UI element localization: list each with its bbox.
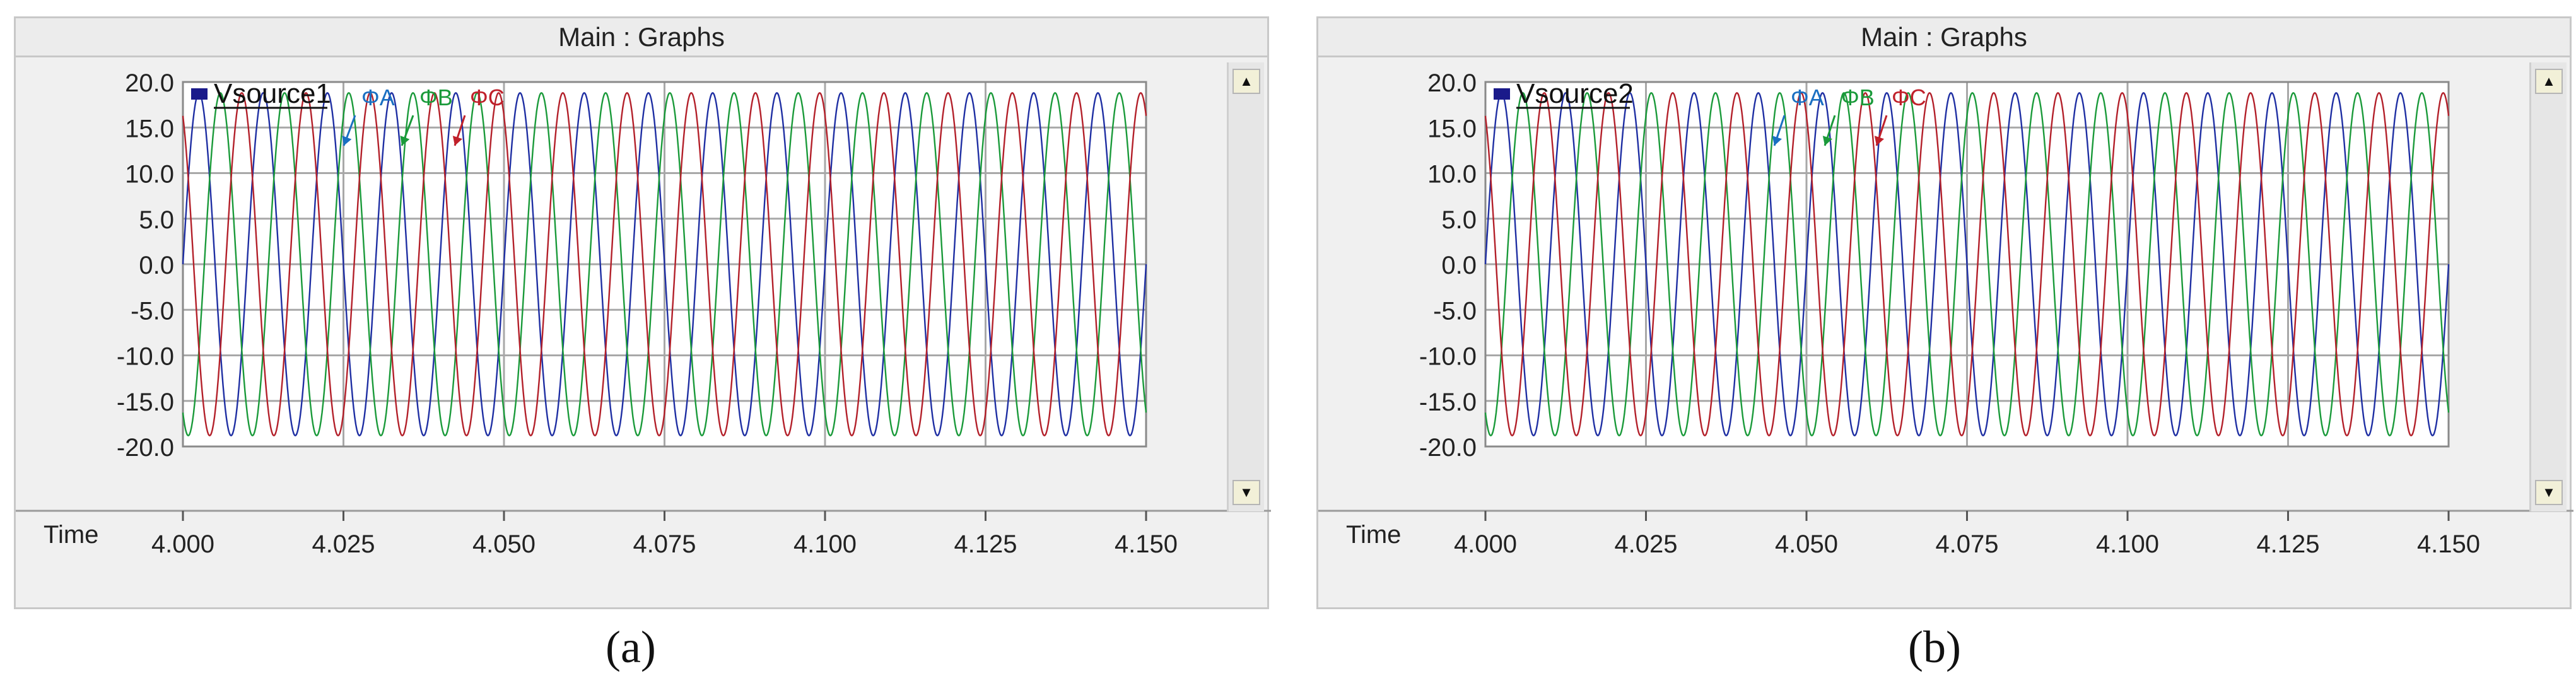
y-tick-label: -5.0 <box>1433 297 1477 325</box>
x-tick-label: 4.075 <box>1935 530 1998 558</box>
y-tick-label: 20.0 <box>1427 69 1477 97</box>
plot-area-b: 20.0 15.0 10.0 5.0 0.0 -5.0 -10.0 -15.0 -20.0 4.… <box>1318 69 2573 558</box>
phase-arrowhead <box>400 136 410 146</box>
x-tick-label: 4.050 <box>1775 530 1838 558</box>
series-line-ΦC <box>1484 91 2450 437</box>
y-tick-label: -20.0 <box>117 434 174 462</box>
subfigure-caption-a: (a) <box>606 622 656 672</box>
y-tick-label: 15.0 <box>1427 115 1477 143</box>
series-line-ΦA <box>182 91 1147 437</box>
graph-window-b: Main : Graphs 20.0 15.0 10.0 5.0 0.0 -5.0 -10.… <box>1316 16 2573 609</box>
x-axis-title: Time <box>1346 521 1401 549</box>
phase-arrowhead <box>342 136 352 146</box>
plot-area-a: 20.0 15.0 10.0 5.0 0.0 -5.0 -10.0 -15.0 -20.0 4.… <box>16 69 1271 558</box>
y-tick-label: -15.0 <box>117 388 174 416</box>
y-tick-label: 0.0 <box>1441 252 1477 279</box>
window-title: Main : Graphs <box>1861 22 2027 52</box>
series-line-ΦB <box>182 91 1147 437</box>
legend-label: Vsource1 <box>214 78 331 109</box>
legend-swatch <box>191 88 208 100</box>
y-tick-label: 20.0 <box>125 69 174 97</box>
y-tick-label: -10.0 <box>117 343 174 371</box>
y-tick-label: 5.0 <box>139 206 174 234</box>
x-tick-label: 4.000 <box>1454 530 1517 558</box>
phase-label: ΦA <box>361 85 395 110</box>
y-tick-label: -10.0 <box>1419 343 1477 371</box>
y-tick-label: 5.0 <box>1441 206 1477 234</box>
phase-label: ΦC <box>1892 85 1926 110</box>
x-tick-label: 4.025 <box>312 530 375 558</box>
phase-label: ΦB <box>1841 85 1875 110</box>
y-tick-label: -20.0 <box>1419 434 1477 462</box>
x-tick-label: 4.000 <box>151 530 214 558</box>
phase-label: ΦB <box>419 85 453 110</box>
y-tick-label: -15.0 <box>1419 388 1477 416</box>
series-line-ΦC <box>182 91 1147 437</box>
graph-window-a: Main : Graphs 20.0 15.0 10.0 5.0 0.0 -5.0 -10.… <box>14 16 1271 609</box>
x-tick-label: 4.050 <box>472 530 536 558</box>
x-tick-label: 4.125 <box>954 530 1017 558</box>
legend: Vsource1 <box>191 78 331 109</box>
y-tick-label: 0.0 <box>139 252 174 279</box>
x-tick-label: 4.150 <box>1115 530 1178 558</box>
x-tick-label: 4.100 <box>793 530 857 558</box>
phase-arrowhead <box>452 136 463 146</box>
y-tick-label: -5.0 <box>131 297 174 325</box>
subfigure-caption-b: (b) <box>1908 622 1961 672</box>
legend-swatch <box>1494 88 1510 100</box>
scroll-up-button[interactable]: ▲ <box>1232 69 1260 94</box>
scroll-down-button[interactable]: ▼ <box>2535 480 2563 505</box>
x-tick-label: 4.150 <box>2417 530 2480 558</box>
legend-label: Vsource2 <box>1516 78 1634 109</box>
window-titlebar: Main : Graphs <box>1318 18 2570 57</box>
scroll-up-button[interactable]: ▲ <box>2535 69 2563 94</box>
phase-arrowhead <box>1822 136 1833 146</box>
x-tick-label: 4.025 <box>1614 530 1677 558</box>
window-titlebar: Main : Graphs <box>16 18 1267 57</box>
vertical-scrollbar[interactable]: ▲ ▼ <box>2529 62 2567 511</box>
legend: Vsource2 <box>1494 78 1634 109</box>
x-tick-label: 4.100 <box>2096 530 2159 558</box>
phase-arrowhead <box>1874 136 1885 146</box>
phase-label: ΦC <box>470 85 505 110</box>
scroll-down-button[interactable]: ▼ <box>1232 480 1260 505</box>
window-title: Main : Graphs <box>558 22 725 52</box>
vertical-scrollbar[interactable]: ▲ ▼ <box>1227 62 1264 511</box>
x-axis-title: Time <box>44 521 98 549</box>
series-line-ΦA <box>1484 91 2450 437</box>
y-tick-label: 10.0 <box>1427 161 1477 189</box>
phase-label: ΦA <box>1791 85 1824 110</box>
y-tick-label: 15.0 <box>125 115 174 143</box>
phase-arrowhead <box>1772 136 1783 146</box>
x-tick-label: 4.125 <box>2256 530 2319 558</box>
x-tick-label: 4.075 <box>633 530 696 558</box>
y-tick-label: 10.0 <box>125 161 174 189</box>
series-line-ΦB <box>1484 91 2450 437</box>
